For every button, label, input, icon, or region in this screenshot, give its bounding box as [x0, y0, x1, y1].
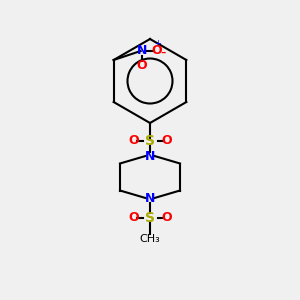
Text: N: N	[137, 44, 147, 58]
Text: N: N	[145, 191, 155, 205]
Text: O: O	[128, 134, 139, 148]
Text: O: O	[137, 59, 147, 73]
Text: S: S	[145, 211, 155, 224]
Text: -: -	[160, 45, 166, 60]
Text: +: +	[154, 39, 160, 48]
Text: O: O	[161, 134, 172, 148]
Text: O: O	[128, 211, 139, 224]
Text: S: S	[145, 134, 155, 148]
Text: O: O	[152, 44, 162, 58]
Text: CH₃: CH₃	[140, 233, 160, 244]
Text: N: N	[145, 149, 155, 163]
Text: O: O	[161, 211, 172, 224]
